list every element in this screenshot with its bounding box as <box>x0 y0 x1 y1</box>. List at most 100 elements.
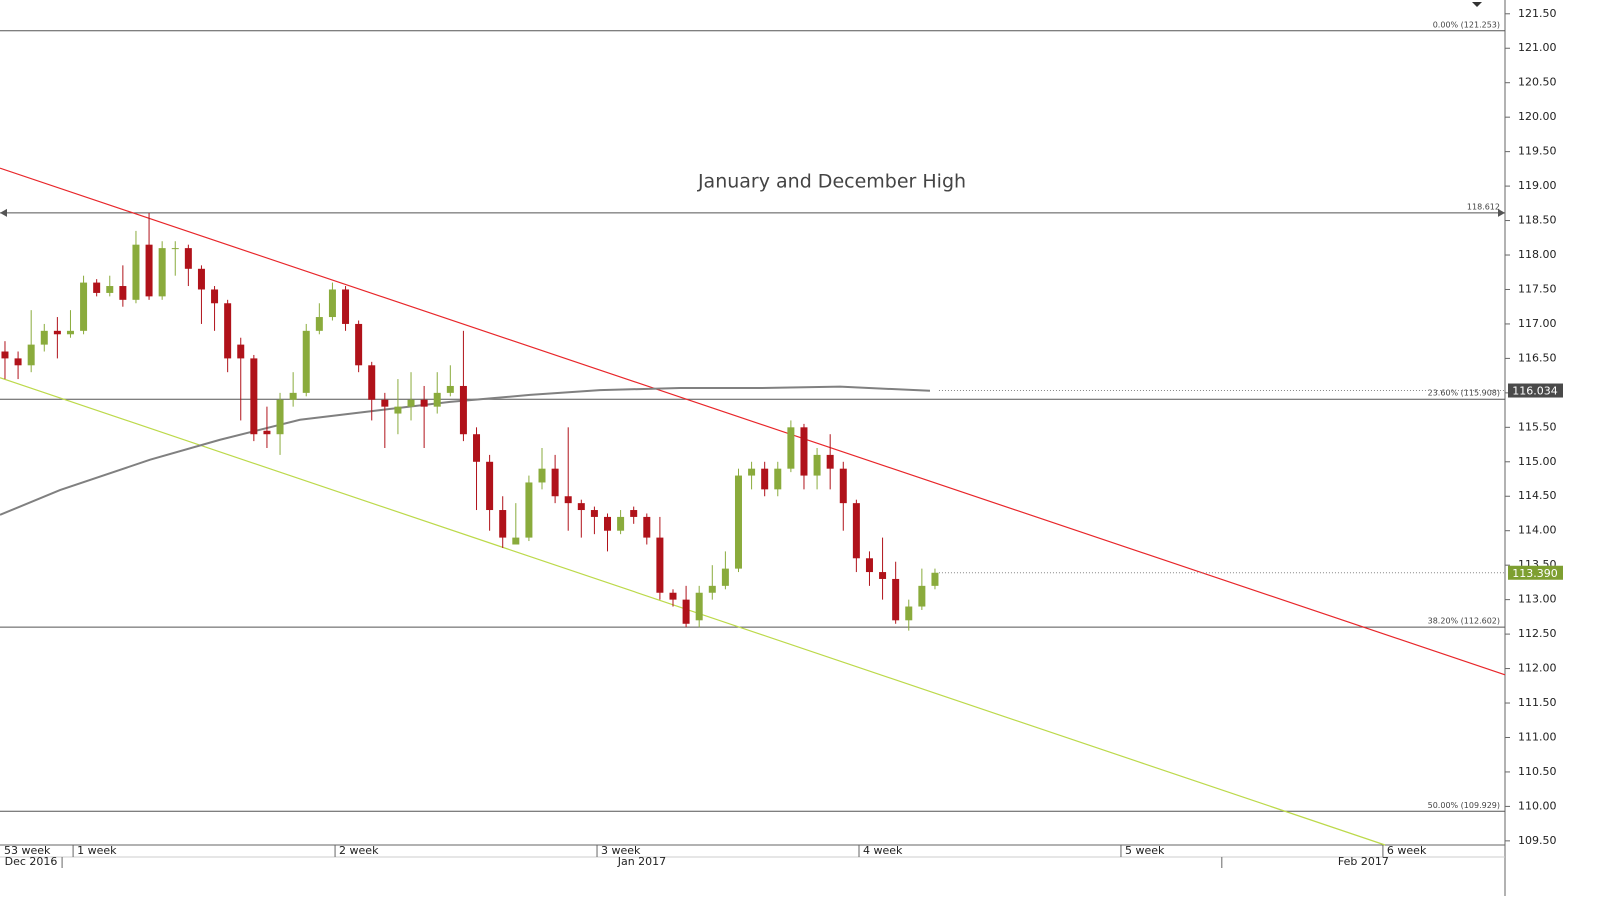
candle-body <box>328 289 336 318</box>
candle-body <box>158 248 166 297</box>
x-tick-label: 1 week <box>77 844 117 857</box>
candle-body <box>433 392 441 407</box>
candle-body <box>1 351 9 359</box>
candle-body <box>197 268 205 290</box>
month-label: Dec 2016 <box>5 855 58 868</box>
candle-body <box>590 510 598 517</box>
candle-body <box>394 406 402 414</box>
candle-body <box>119 286 127 300</box>
y-tick-label: 120.50 <box>1518 76 1557 89</box>
y-tick-label: 117.50 <box>1518 282 1557 295</box>
x-tick-label: 3 week <box>601 844 641 857</box>
y-tick-label: 112.00 <box>1518 662 1557 675</box>
candle-body <box>381 399 389 407</box>
level-label: 23.60% (115.908) <box>1428 389 1500 398</box>
candle-body <box>525 482 533 538</box>
candle-body <box>106 286 114 293</box>
candle-body <box>80 282 88 331</box>
month-label: Feb 2017 <box>1338 855 1389 868</box>
price-tag <box>1508 565 1563 580</box>
x-tick-label: 53 week <box>4 844 51 857</box>
candle-body <box>682 599 690 624</box>
candle-body <box>459 385 467 435</box>
candle-body <box>473 434 481 462</box>
candle-body <box>263 430 271 435</box>
candle-body <box>774 468 782 490</box>
trendline <box>0 167 1506 676</box>
annotation: January and December High <box>697 171 966 193</box>
candle-body <box>184 248 192 269</box>
candle-body <box>538 468 546 483</box>
candle-body <box>721 568 729 586</box>
x-tick-label: 4 week <box>863 844 903 857</box>
price-tag-label: 116.034 <box>1512 385 1558 398</box>
y-tick-label: 114.00 <box>1518 524 1557 537</box>
candle-body <box>289 392 297 400</box>
candle-body <box>27 344 35 366</box>
candle-body <box>368 365 376 400</box>
candle-body <box>839 468 847 504</box>
x-tick-label: 2 week <box>339 844 379 857</box>
candle-body <box>879 572 887 579</box>
level-arrow <box>0 208 7 217</box>
candle-body <box>604 516 612 531</box>
candle-body <box>446 385 454 393</box>
candle-body <box>734 475 742 569</box>
y-tick-label: 110.00 <box>1518 799 1557 812</box>
candle-body <box>800 427 808 476</box>
candle-body <box>315 317 323 331</box>
y-tick-label: 115.50 <box>1518 420 1557 433</box>
candle-body <box>577 503 585 511</box>
y-tick-label: 117.00 <box>1518 317 1557 330</box>
trendline <box>0 377 1386 846</box>
y-tick-label: 121.50 <box>1518 7 1557 20</box>
candle-body <box>224 303 232 359</box>
candle-body <box>302 330 310 393</box>
y-tick-label: 115.00 <box>1518 455 1557 468</box>
candle-body <box>761 468 769 490</box>
candle-body <box>512 537 520 545</box>
candle-body <box>499 510 507 538</box>
candle-body <box>145 244 153 297</box>
candle-body <box>407 399 415 407</box>
price-tag-label: 113.390 <box>1512 567 1558 580</box>
candle-body <box>486 461 494 511</box>
candle-body <box>892 578 900 621</box>
candle-body <box>342 289 350 324</box>
y-tick-label: 119.00 <box>1518 179 1557 192</box>
x-tick-label: 6 week <box>1387 844 1427 857</box>
y-tick-label: 116.50 <box>1518 351 1557 364</box>
y-tick-label: 118.50 <box>1518 214 1557 227</box>
candle-body <box>905 606 913 621</box>
candle-body <box>918 585 926 607</box>
candle-body <box>171 248 179 250</box>
candle-body <box>564 496 572 504</box>
candle-body <box>132 244 140 300</box>
candle-body <box>551 468 559 497</box>
candle-body <box>93 282 101 293</box>
y-tick-label: 111.50 <box>1518 696 1557 709</box>
candle-body <box>813 454 821 476</box>
level-label: 38.20% (112.602) <box>1428 617 1500 626</box>
candle-body <box>420 399 428 407</box>
candle-body <box>355 323 363 366</box>
level-arrow <box>1498 208 1505 217</box>
candle-body <box>787 427 795 469</box>
level-label: 50.00% (109.929) <box>1428 801 1500 810</box>
candle-body <box>695 592 703 621</box>
candle-body <box>852 503 860 559</box>
candle-body <box>708 585 716 593</box>
candle-body <box>250 358 258 435</box>
y-tick-label: 114.50 <box>1518 489 1557 502</box>
candle-body <box>826 454 834 469</box>
candle-body <box>748 468 756 476</box>
y-tick-label: 109.50 <box>1518 834 1557 847</box>
y-tick-label: 112.50 <box>1518 627 1557 640</box>
y-tick-label: 113.00 <box>1518 593 1557 606</box>
candle-body <box>66 330 74 335</box>
candle-body <box>865 558 873 573</box>
candle-body <box>237 344 245 359</box>
y-tick-label: 120.00 <box>1518 110 1557 123</box>
